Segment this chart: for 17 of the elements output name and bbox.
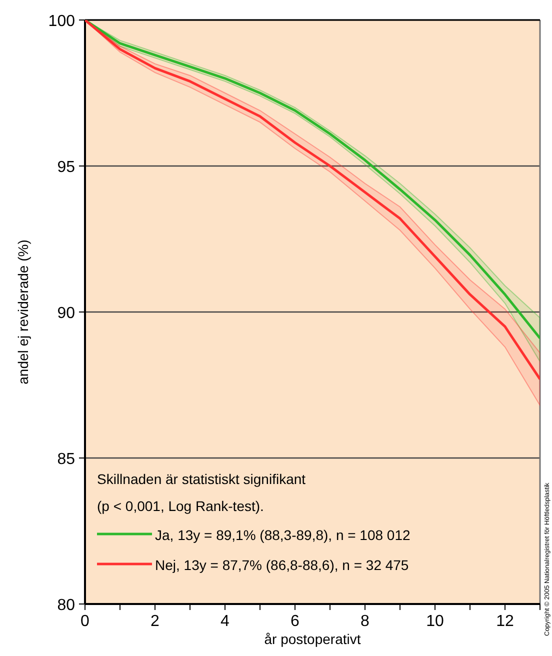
y-axis-title: andel ej reviderade (%) bbox=[15, 240, 31, 384]
x-axis-title: år postoperativt bbox=[264, 631, 361, 647]
y-tick-label: 80 bbox=[57, 597, 76, 614]
x-tick-label: 4 bbox=[220, 613, 230, 630]
annotation: Skillnaden är statistiskt signifikant (p < 0,001, Log Rank-test). bbox=[97, 471, 306, 514]
y-tick-label: 100 bbox=[48, 13, 76, 30]
x-tick-label: 6 bbox=[290, 613, 300, 630]
x-tick-label: 0 bbox=[80, 613, 90, 630]
legend-label: Ja, 13y = 89,1% (88,3-89,8), n = 108 012 bbox=[155, 527, 410, 543]
y-tick-label: 85 bbox=[57, 451, 76, 468]
x-tick-label: 10 bbox=[426, 613, 444, 630]
legend-label: Nej, 13y = 87,7% (86,8-88,6), n = 32 475 bbox=[155, 557, 409, 573]
x-tick-label: 2 bbox=[150, 613, 160, 630]
x-tick-label: 12 bbox=[496, 613, 514, 630]
y-tick-label: 90 bbox=[57, 305, 76, 322]
y-tick-label: 95 bbox=[57, 159, 76, 176]
x-tick-label: 8 bbox=[360, 613, 370, 630]
